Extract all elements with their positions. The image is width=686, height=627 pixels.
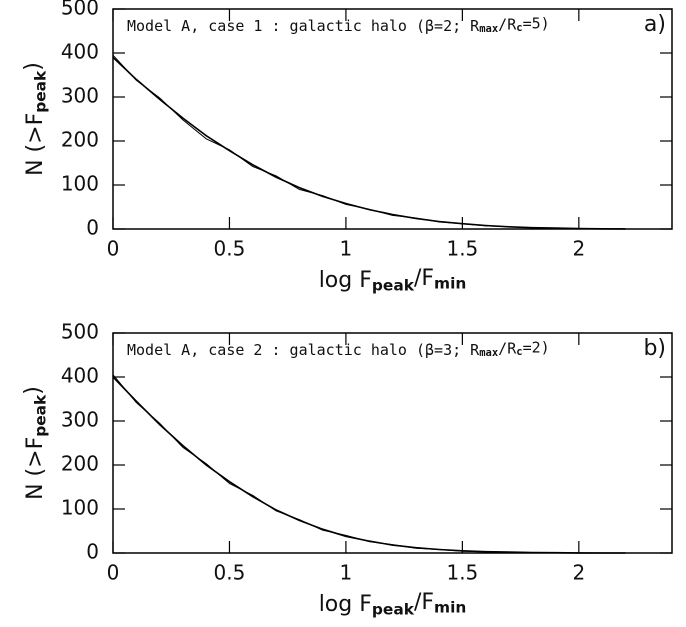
x-tick-label: 1.5	[446, 237, 478, 261]
y-tick-label: 100	[61, 172, 99, 196]
text-part: /R	[498, 15, 517, 33]
y-tick-label: 200	[61, 452, 99, 476]
subscript: peak	[372, 276, 415, 294]
x-tick-label: 2	[572, 237, 585, 261]
y-tick-label: 300	[61, 408, 99, 432]
x-tick-label: 0.5	[214, 237, 246, 261]
subscript: c	[516, 346, 522, 358]
x-tick-label: 1.5	[446, 561, 478, 585]
y-tick-label: 400	[61, 364, 99, 388]
text-part: /R	[498, 339, 517, 357]
text-part: )	[21, 386, 46, 395]
text-part: =2)	[523, 338, 550, 356]
y-tick-label: 200	[61, 128, 99, 152]
plot-frame	[112, 332, 673, 554]
panel-label: a)	[644, 12, 666, 37]
x-tick-label: 0	[107, 237, 120, 261]
y-tick-label: 400	[61, 40, 99, 64]
text-part: /F	[414, 590, 434, 615]
y-axis-label: N (>Fpeak)	[21, 62, 49, 176]
text-part: Model A, case 1 : galactic halo (β=2; R	[127, 17, 480, 35]
subscript: peak	[372, 600, 415, 618]
data-line	[112, 374, 626, 554]
text-part: =5)	[523, 14, 550, 32]
x-axis-label: log Fpeak/Fmin	[319, 590, 467, 618]
subscript: max	[479, 347, 499, 359]
text-part: Model A, case 2 : galactic halo (β=3; R	[127, 341, 480, 359]
y-tick-label: 500	[61, 320, 99, 344]
x-axis-label: log Fpeak/Fmin	[319, 266, 467, 294]
y-axis-label: N (>Fpeak)	[21, 386, 49, 500]
y-tick-label: 0	[86, 540, 99, 564]
x-tick-label: 2	[572, 561, 585, 585]
annotation: Model A, case 2 : galactic halo (β=3; Rm…	[127, 338, 550, 359]
subscript: peak	[31, 394, 49, 437]
subscript: min	[434, 598, 466, 616]
y-tick-label: 100	[61, 496, 99, 520]
panel-label: b)	[643, 336, 666, 361]
data-line	[112, 376, 626, 554]
text-part: )	[21, 62, 46, 71]
subscript: c	[516, 22, 522, 34]
x-tick-label: 1	[340, 561, 353, 585]
text-part: log F	[319, 592, 372, 617]
subscript: max	[479, 23, 499, 35]
text-part: log F	[319, 268, 372, 293]
y-tick-label: 300	[61, 84, 99, 108]
y-tick-label: 500	[61, 0, 99, 20]
subscript: min	[434, 274, 466, 292]
text-part: N (>F	[23, 437, 48, 500]
x-tick-label: 0	[107, 561, 120, 585]
data-line	[112, 54, 626, 230]
x-tick-label: 1	[340, 237, 353, 261]
text-part: N (>F	[23, 113, 48, 176]
data-line	[112, 56, 626, 230]
annotation: Model A, case 1 : galactic halo (β=2; Rm…	[127, 14, 550, 35]
y-tick-label: 0	[86, 216, 99, 240]
x-tick-label: 0.5	[214, 561, 246, 585]
subscript: peak	[31, 70, 49, 113]
text-part: /F	[414, 266, 434, 291]
plot-frame	[112, 8, 673, 230]
